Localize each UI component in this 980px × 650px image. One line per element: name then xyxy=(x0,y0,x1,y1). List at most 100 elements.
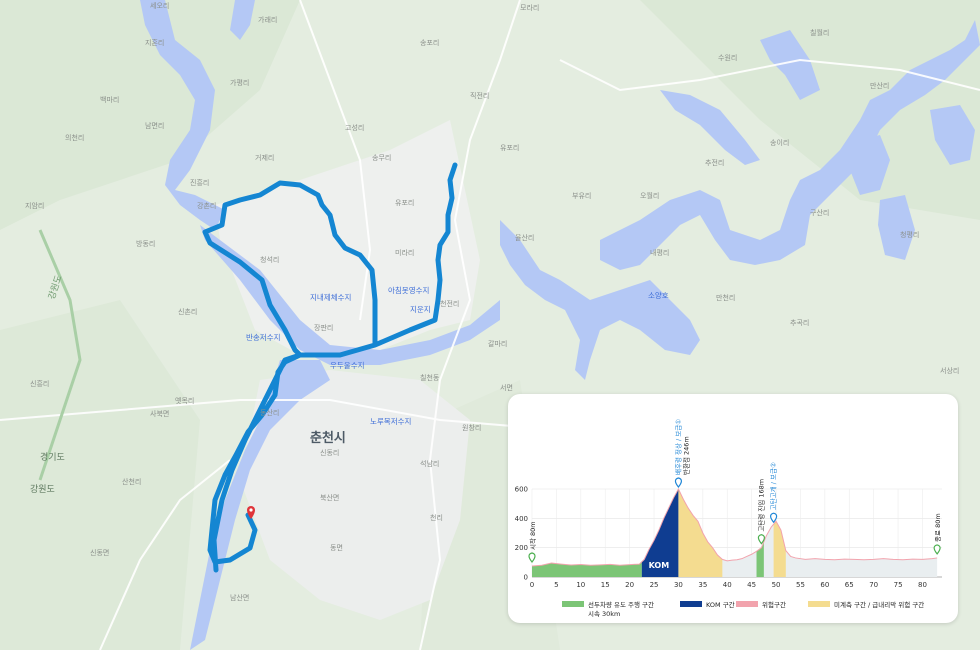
start-marker-icon xyxy=(528,552,536,563)
city-label: 춘천시 xyxy=(310,431,346,446)
svg-text:동면: 동면 xyxy=(330,543,343,552)
svg-text:미라리: 미라리 xyxy=(395,248,414,257)
legend-label: KOM 구간 xyxy=(706,600,735,609)
svg-text:의천리: 의천리 xyxy=(65,133,84,142)
svg-text:장판리: 장판리 xyxy=(314,323,333,332)
svg-text:옛목리: 옛목리 xyxy=(175,396,194,405)
cycling-route[interactable] xyxy=(202,162,458,573)
legend-sublabel: 시속 30km xyxy=(588,610,620,618)
x-tick-label: 60 xyxy=(820,581,829,589)
end-marker-icon xyxy=(933,544,941,555)
svg-text:율산리: 율산리 xyxy=(515,233,534,242)
elevation-chart: 0 200 400 600 0 5 10 15 20 25 30 35 40 45 50 55 60 65 70 75… xyxy=(515,419,942,618)
location-marker-icon[interactable] xyxy=(247,506,255,519)
elevation-profile-card: 0 200 400 600 0 5 10 15 20 25 30 35 40 45 50 55 60 65 70 75… xyxy=(508,394,958,623)
legend-swatch xyxy=(808,601,830,607)
legend-label: 선두차량 유도 주행 구간 xyxy=(588,600,654,609)
water-label-bansong: 반송저수지 xyxy=(246,333,281,342)
svg-text:청석리: 청석리 xyxy=(260,255,279,264)
svg-text:송무리: 송무리 xyxy=(372,153,391,162)
y-tick-label: 200 xyxy=(515,544,528,552)
profile-segment xyxy=(773,521,786,577)
water-bodies xyxy=(140,0,980,650)
profile-base-area xyxy=(532,489,938,577)
water-label-achim: 아침못영수지 xyxy=(388,285,429,295)
svg-text:수원리: 수원리 xyxy=(718,53,737,62)
svg-text:천전리: 천전리 xyxy=(440,299,459,308)
profile-segment xyxy=(532,561,642,577)
peak2-marker-icon xyxy=(770,512,778,524)
svg-text:구산리: 구산리 xyxy=(810,208,829,217)
legend-label: 위험구간 xyxy=(762,600,786,609)
svg-text:동산리: 동산리 xyxy=(260,408,279,417)
highway xyxy=(38,229,82,481)
x-tick-label: 55 xyxy=(796,581,805,589)
x-tick-label: 50 xyxy=(772,581,781,589)
svg-text:송포리: 송포리 xyxy=(420,38,439,47)
x-tick-label: 10 xyxy=(576,581,585,589)
x-tick-label: 75 xyxy=(894,581,903,589)
svg-text:내평리: 내평리 xyxy=(650,248,669,257)
svg-text:남면리: 남면리 xyxy=(145,121,164,130)
svg-text:신동면: 신동면 xyxy=(90,548,109,557)
peak1-marker-icon xyxy=(674,477,683,488)
legend-label: 미계측 구간 / 급내리막 위험 구간 xyxy=(834,600,924,609)
svg-text:지암리: 지암리 xyxy=(25,201,44,210)
peak1-marker-sub: 반환점 246m xyxy=(681,436,690,475)
x-tick-label: 45 xyxy=(747,581,756,589)
y-tick-label: 600 xyxy=(515,486,528,494)
water-label-norumok: 노루목저수지 xyxy=(370,417,411,426)
svg-text:모라리: 모라리 xyxy=(520,3,539,12)
profile-segment xyxy=(678,489,723,577)
svg-text:만산리: 만산리 xyxy=(870,81,889,90)
svg-text:지혼리: 지혼리 xyxy=(145,38,164,47)
x-tick-label: 35 xyxy=(698,581,707,589)
x-tick-label: 65 xyxy=(845,581,854,589)
legend-swatch xyxy=(736,601,758,607)
legend-swatch xyxy=(562,601,584,607)
province-label-gangwon: 강원도 xyxy=(30,484,55,495)
x-tick-label: 5 xyxy=(554,581,558,589)
svg-text:만천리: 만천리 xyxy=(716,293,735,302)
svg-text:진흥리: 진흥리 xyxy=(190,178,209,187)
svg-text:추곡리: 추곡리 xyxy=(790,318,809,327)
svg-text:추전리: 추전리 xyxy=(705,158,724,167)
svg-text:강촌리: 강촌리 xyxy=(197,201,216,210)
svg-text:원창리: 원창리 xyxy=(462,423,481,432)
peak2-marker-sub: 고탄령 진입 168m xyxy=(756,479,765,532)
svg-text:남산면: 남산면 xyxy=(230,593,249,602)
x-tick-label: 40 xyxy=(723,581,732,589)
peak2-entry-marker-icon xyxy=(757,534,765,545)
peak1-marker-title: 배후령 정상 / 보급① xyxy=(673,419,682,475)
svg-text:직전리: 직전리 xyxy=(470,91,489,100)
svg-text:송이리: 송이리 xyxy=(770,138,789,147)
svg-text:부유리: 부유리 xyxy=(572,191,591,200)
svg-text:서상리: 서상리 xyxy=(940,366,959,375)
svg-text:북산면: 북산면 xyxy=(320,493,339,502)
svg-text:칠월리: 칠월리 xyxy=(810,28,829,37)
x-tick-label: 20 xyxy=(625,581,634,589)
svg-text:세오리: 세오리 xyxy=(150,1,169,10)
svg-text:서면: 서면 xyxy=(500,383,513,392)
svg-text:신흥리: 신흥리 xyxy=(30,379,49,388)
legend-swatch xyxy=(680,601,702,607)
svg-text:고성리: 고성리 xyxy=(345,123,364,132)
svg-text:거제리: 거제리 xyxy=(255,153,274,162)
svg-text:신동리: 신동리 xyxy=(320,448,339,457)
profile-segment xyxy=(756,541,764,577)
x-tick-label: 15 xyxy=(601,581,610,589)
svg-text:백마리: 백마리 xyxy=(100,95,119,104)
svg-text:칠천동: 칠천동 xyxy=(420,373,440,382)
x-tick-label: 70 xyxy=(869,581,878,589)
peak2-marker-title: 고탄고개 / 보급② xyxy=(769,462,778,510)
water-label-jiun: 지운지 xyxy=(410,305,431,314)
water-label-soyangho: 소양호 xyxy=(648,291,669,300)
start-marker-label: 시작 80m xyxy=(528,521,537,550)
svg-text:천리: 천리 xyxy=(430,513,443,522)
svg-text:유포리: 유포리 xyxy=(395,198,414,207)
svg-text:신촌리: 신촌리 xyxy=(178,307,197,316)
water-label-jinae: 지내제체수지 xyxy=(310,292,351,302)
y-tick-label: 0 xyxy=(524,574,528,582)
